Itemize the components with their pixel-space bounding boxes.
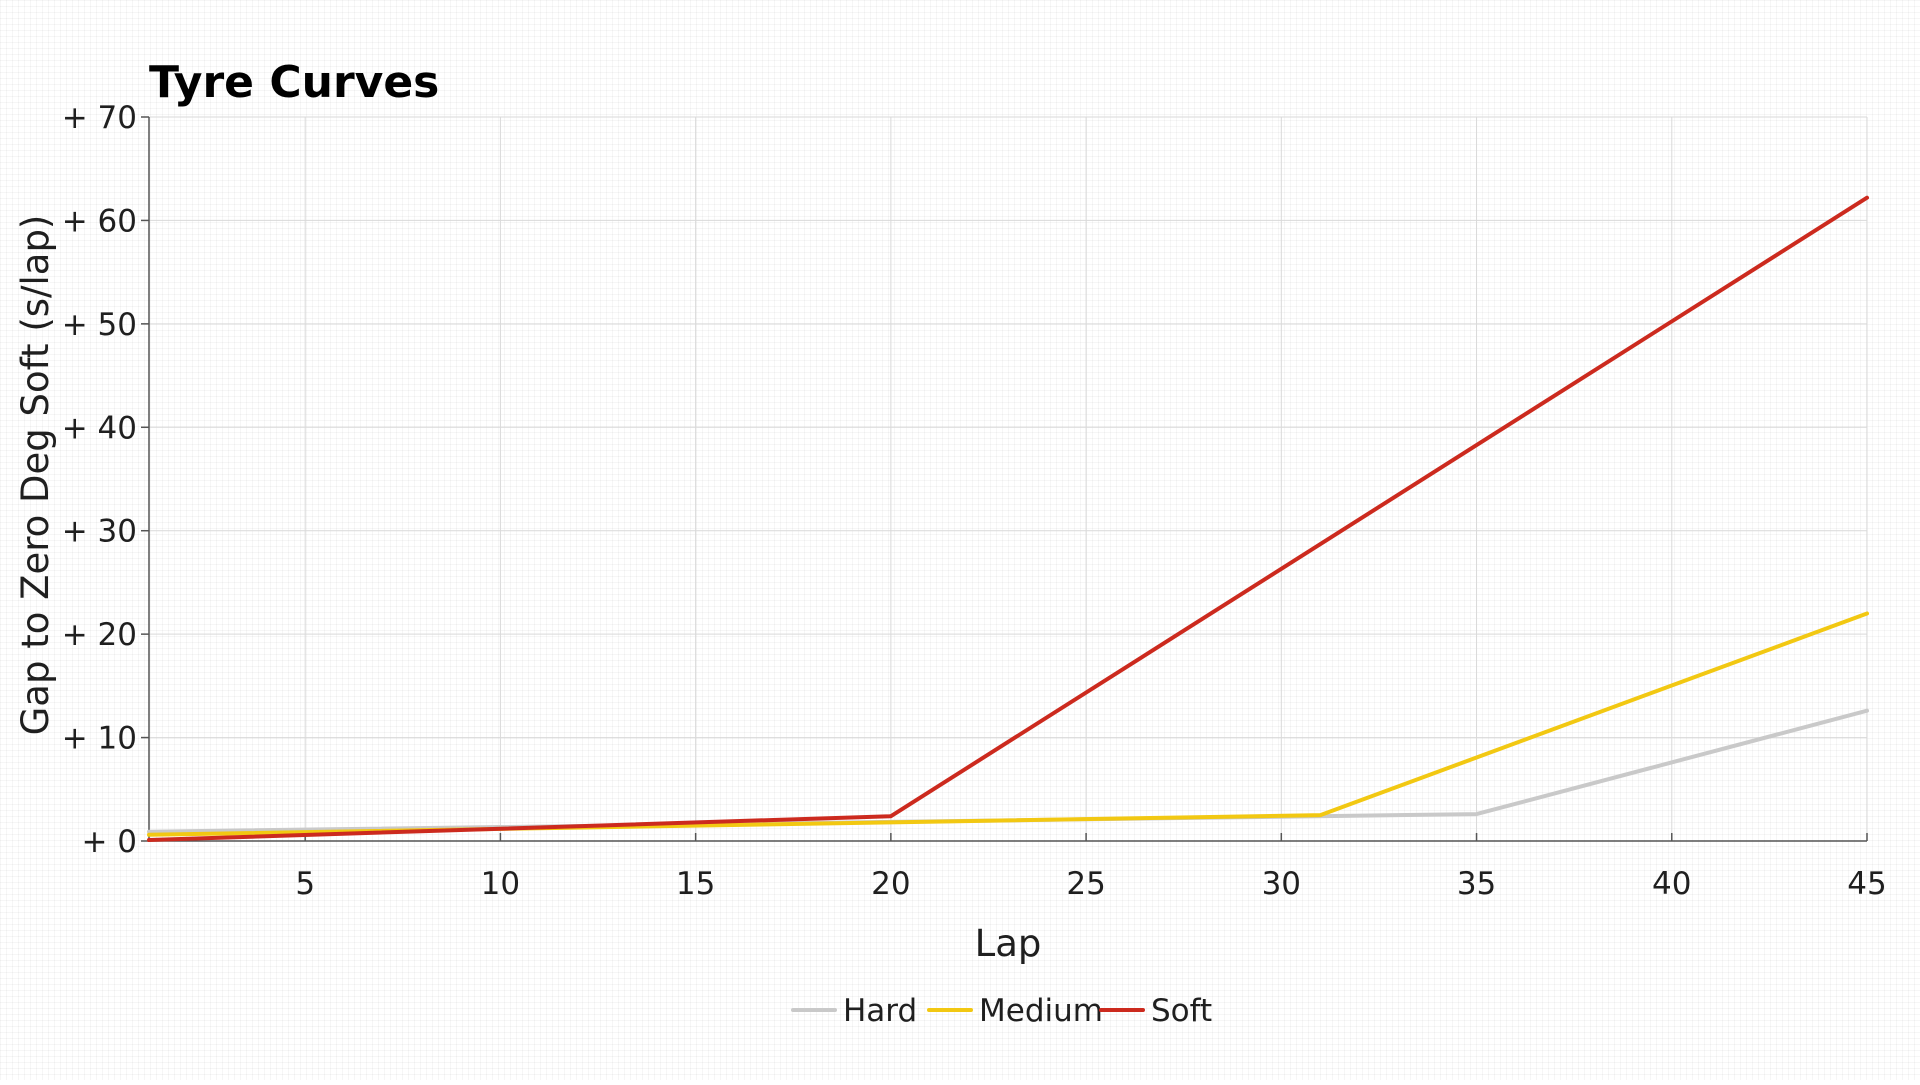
- y-tick-label: + 0: [81, 824, 137, 860]
- x-tick-label: 15: [676, 866, 715, 902]
- x-tick-label: 35: [1457, 866, 1496, 902]
- series-line-soft: [147, 195, 1869, 842]
- x-tick-label: 45: [1847, 866, 1886, 902]
- series-line-hard: [147, 708, 1869, 834]
- y-tick-label: + 50: [62, 307, 137, 343]
- y-tick-label: + 40: [62, 410, 137, 446]
- y-tick-label: + 30: [62, 514, 137, 550]
- series-layer: [147, 195, 1869, 842]
- legend-label-soft: Soft: [1151, 993, 1212, 1029]
- y-tick-label: + 10: [62, 721, 137, 757]
- x-tick-label: 40: [1652, 866, 1691, 902]
- ticks-layer: + 0 + 10 + 20 + 30 + 40 + 50 + 60 + 70 5 10 15 20 25…: [62, 100, 1887, 902]
- grid-layer: [149, 116, 1868, 842]
- y-axis-label: Gap to Zero Deg Soft (s/lap): [14, 215, 57, 736]
- legend-label-hard: Hard: [843, 993, 917, 1029]
- chart-title: Tyre Curves: [149, 57, 439, 108]
- y-tick-label: + 60: [62, 203, 137, 239]
- x-tick-label: 30: [1262, 866, 1301, 902]
- y-tick-label: + 70: [62, 100, 137, 136]
- x-tick-label: 10: [481, 866, 520, 902]
- x-tick-label: 20: [871, 866, 910, 902]
- legend: Hard Medium Soft: [791, 993, 1212, 1029]
- x-tick-label: 5: [295, 866, 315, 902]
- y-tick-label: + 20: [62, 617, 137, 653]
- legend-label-medium: Medium: [979, 993, 1103, 1029]
- series-line-medium: [147, 611, 1869, 837]
- axes-layer: [148, 117, 1867, 842]
- x-tick-label: 25: [1066, 866, 1105, 902]
- x-axis-label: Lap: [975, 922, 1042, 965]
